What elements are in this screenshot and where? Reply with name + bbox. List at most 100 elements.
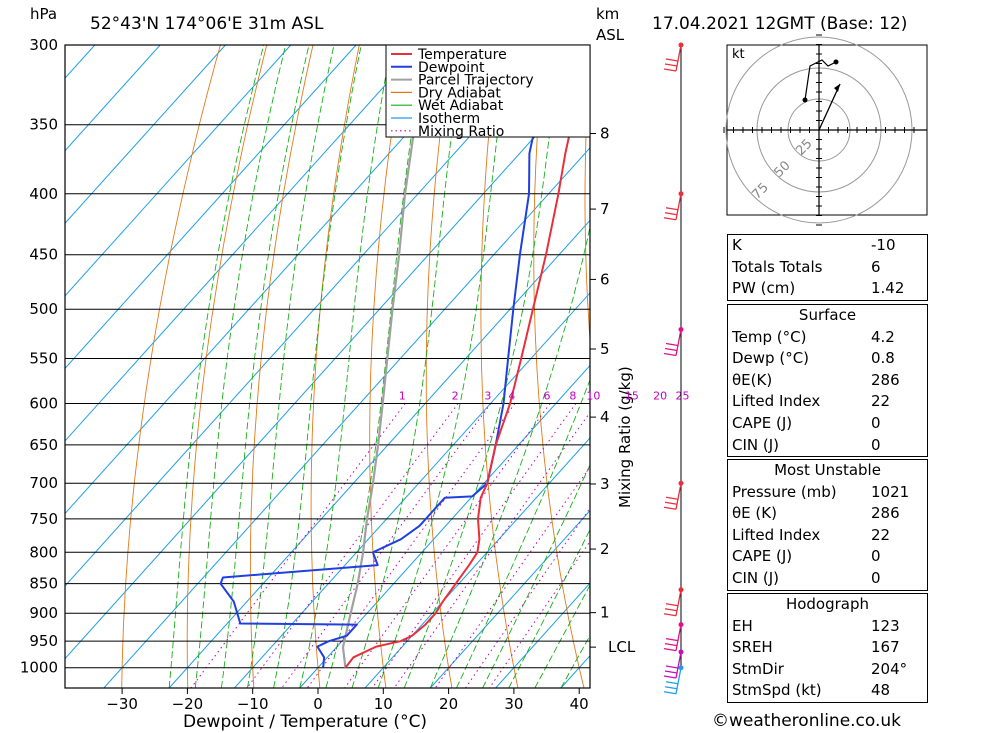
x-tick-label: 10 [374, 695, 393, 713]
wind-barb [663, 667, 682, 695]
wet-adiabat-line [351, 45, 465, 688]
pressure-label: 350 [29, 116, 58, 134]
legend-entry: Dewpoint [418, 60, 485, 76]
pw-label: PW (cm) [732, 279, 796, 298]
mixing-ratio-label: 3 [484, 390, 491, 403]
isotherm-line [429, 509, 590, 688]
x-tick-label: 0 [313, 695, 323, 713]
isotherm-line [65, 45, 161, 152]
wet-adiabat-line [273, 45, 362, 688]
mu-cape-value: 0 [871, 547, 881, 566]
storm-motion-vector [818, 83, 841, 131]
mixing-ratio-label: 1 [399, 390, 406, 403]
x-tick-label: 40 [570, 695, 589, 713]
pressure-label: 400 [29, 185, 58, 203]
isotherm-line [299, 364, 590, 688]
km-label: km [596, 5, 619, 23]
surface-cape-label: CAPE (J) [732, 413, 793, 432]
pressure-label: 900 [29, 604, 58, 622]
x-tick-label: −20 [172, 695, 204, 713]
x-tick-label: 30 [504, 695, 523, 713]
mu-li-label: Lifted Index [732, 525, 821, 544]
wind-barb [663, 624, 682, 652]
wet-adiabat-line [325, 45, 426, 688]
mixing-ratio-line [434, 466, 590, 688]
x-tick-label: −30 [106, 695, 138, 713]
mu-pressure-label: Pressure (mb) [732, 482, 837, 501]
wind-barb [663, 483, 682, 510]
legend-entry: Parcel Trajectory [418, 73, 534, 89]
dry-adiabat-line [121, 45, 221, 688]
wind-barb [663, 329, 682, 357]
km-tick-label: 8 [600, 125, 610, 143]
dry-adiabat-line [584, 49, 590, 346]
hpa-label: hPa [30, 5, 57, 23]
eh-value: 123 [871, 616, 900, 635]
surface-temp-value: 4.2 [871, 327, 895, 346]
mixing-ratio-line [344, 403, 551, 688]
totals-label: Totals Totals [732, 257, 823, 276]
pressure-label: 950 [29, 632, 58, 650]
hodograph-point [833, 59, 839, 65]
dry-adiabat-line [635, 45, 716, 688]
mu-li-value: 22 [871, 525, 891, 544]
most-unstable-panel: Most Unstable Pressure (mb) 1021 θE (K) 28… [727, 459, 928, 591]
k-label: K [732, 236, 742, 254]
pw-value: 1.42 [871, 279, 905, 298]
mixing-ratio-label: 4 [508, 390, 515, 403]
dry-adiabat-line [480, 45, 519, 688]
surface-li-value: 22 [871, 392, 891, 411]
km-tick-label: 2 [600, 540, 610, 558]
pressure-gridlines: 300 350 400 450 500 550 600 650 700 750 800 850 900 9… [20, 36, 590, 677]
legend-entry: Isotherm [418, 111, 480, 127]
km-tick-label: LCL [608, 638, 636, 656]
pressure-label: 850 [29, 575, 58, 593]
mu-theta-label: θE (K) [732, 504, 777, 523]
isotherm-line [65, 45, 292, 297]
wind-barb [663, 193, 682, 221]
surface-dewp-value: 0.8 [871, 349, 895, 368]
indices-panel: K -10 Totals Totals 6 PW (cm) 1.42 [727, 234, 928, 301]
stmdir-value: 204° [871, 659, 908, 678]
dry-adiabat-line [425, 45, 453, 688]
totals-value: 6 [871, 257, 881, 276]
mixing-ratio-line [190, 403, 406, 688]
km-tick-label: 5 [600, 340, 610, 358]
mixing-ratio-line [371, 403, 577, 688]
km-tick-label: 3 [600, 475, 610, 493]
surface-temp-label: Temp (°C) [732, 327, 807, 346]
surface-theta-value: 286 [871, 370, 900, 389]
surface-panel: Surface Temp (°C) 4.2 Dewp (°C) 0.8 θE(K) 2… [727, 304, 928, 458]
isotherm-line [364, 437, 590, 688]
isotherm-line [234, 292, 590, 688]
mu-cin-value: 0 [871, 568, 881, 587]
pressure-label: 700 [29, 474, 58, 492]
credit-link[interactable]: ©weatheronline.co.uk [712, 711, 902, 731]
wet-adiabat-line [299, 45, 392, 688]
legend-entry: Mixing Ratio [418, 124, 504, 140]
mu-pressure-value: 1021 [871, 482, 910, 501]
dry-adiabat-line [369, 45, 407, 688]
surface-li-label: Lifted Index [732, 392, 821, 411]
mixing-ratio-line [246, 403, 459, 688]
x-axis-label: Dewpoint / Temperature (°C) [183, 712, 427, 732]
legend-entry: Temperature [417, 47, 507, 63]
sreh-value: 167 [871, 638, 900, 657]
km-tick-label: 4 [600, 408, 610, 426]
legend-entry: Wet Adiabat [418, 98, 504, 114]
pressure-label: 650 [29, 436, 58, 454]
stmspd-label: StmSpd (kt) [732, 681, 822, 700]
hodograph-panel: Hodograph EH 123 SREH 167 StmDir 204° StmSp… [727, 593, 928, 703]
wet-adiabat-line [377, 45, 509, 688]
x-tick-label: 20 [439, 695, 458, 713]
pressure-label: 500 [29, 300, 58, 318]
isotherm-line [168, 219, 590, 688]
plot-frame [64, 44, 591, 689]
surface-theta-label: θE(K) [732, 370, 773, 389]
x-axis: −30 −20 −10 0 10 20 30 40 [106, 688, 589, 713]
isotherm-line [65, 74, 590, 660]
km-tick-label: 1 [600, 604, 610, 622]
pressure-label: 300 [29, 36, 58, 54]
wind-profile [663, 42, 684, 695]
